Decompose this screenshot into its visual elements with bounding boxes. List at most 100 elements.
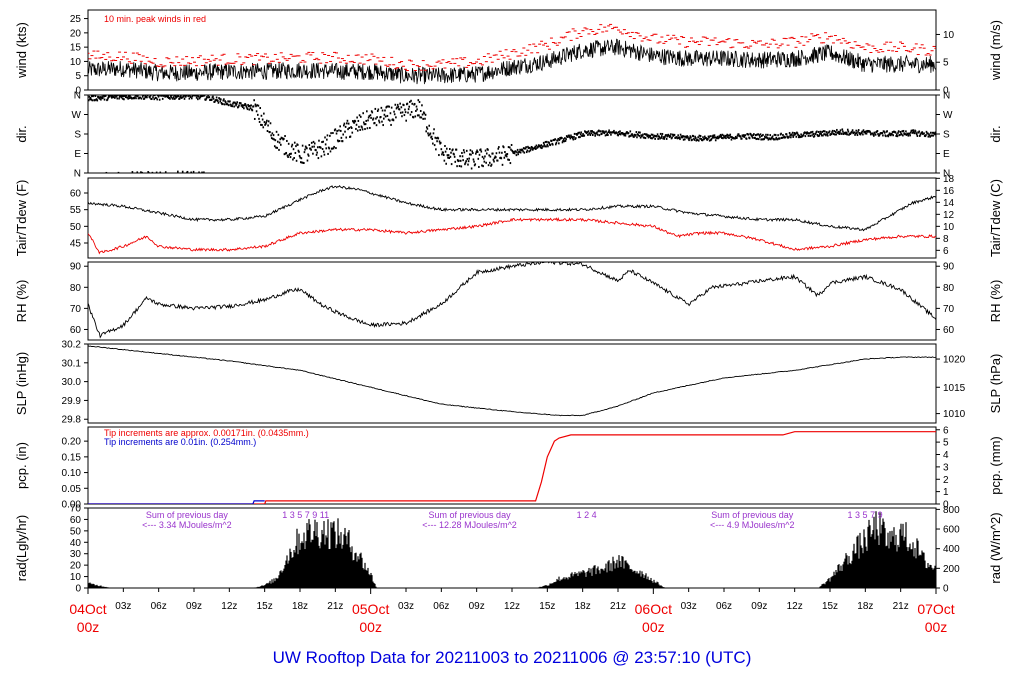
direction-point	[905, 133, 908, 136]
direction-point	[419, 116, 421, 119]
direction-point	[191, 95, 194, 98]
direction-point	[185, 95, 188, 97]
direction-point	[816, 130, 818, 133]
direction-point	[386, 114, 389, 117]
y-tick-label-right: 60	[943, 325, 955, 336]
direction-point	[442, 151, 444, 154]
direction-point	[447, 154, 450, 157]
direction-point	[802, 134, 804, 137]
direction-point	[243, 107, 245, 110]
direction-point	[619, 130, 621, 133]
direction-point	[151, 171, 154, 173]
direction-point	[911, 131, 914, 134]
direction-point	[351, 131, 354, 134]
direction-point	[710, 138, 713, 141]
direction-point	[925, 130, 928, 133]
direction-point	[250, 104, 252, 107]
direction-point	[821, 130, 824, 133]
direction-point	[659, 137, 661, 140]
direction-point	[573, 132, 576, 135]
direction-point	[627, 132, 630, 135]
direction-point	[897, 130, 900, 133]
direction-point	[393, 110, 395, 113]
direction-point	[465, 149, 468, 152]
direction-point	[364, 128, 366, 131]
direction-point	[461, 151, 463, 154]
direction-point	[141, 171, 143, 173]
direction-point	[707, 137, 709, 140]
direction-point	[705, 136, 707, 139]
panel-frame-rh	[87, 261, 937, 341]
direction-point	[530, 148, 532, 151]
direction-point	[513, 152, 516, 155]
direction-point	[307, 153, 309, 156]
direction-point	[873, 131, 876, 134]
direction-point	[740, 137, 743, 140]
direction-point	[667, 133, 670, 136]
precip-coarse-series	[88, 500, 265, 504]
direction-point	[932, 134, 934, 137]
direction-point	[661, 132, 664, 135]
y-tick-label-right: 0	[943, 500, 949, 511]
direction-point	[822, 134, 824, 137]
direction-point	[516, 148, 519, 151]
direction-point	[699, 137, 701, 140]
direction-point	[767, 133, 769, 136]
direction-point	[163, 95, 166, 97]
direction-point	[495, 156, 497, 159]
direction-point	[206, 96, 209, 99]
direction-point	[410, 111, 413, 114]
direction-point	[324, 143, 327, 146]
direction-point	[333, 145, 335, 148]
direction-point	[470, 153, 472, 156]
direction-point	[307, 154, 310, 157]
direction-point	[257, 104, 260, 107]
direction-point	[99, 96, 102, 99]
time-tick-label: 09z	[186, 601, 202, 612]
y-tick-label-right: N	[943, 91, 950, 102]
direction-point	[493, 157, 496, 160]
y-tick-label-left: 0.05	[62, 484, 82, 495]
direction-point	[837, 131, 839, 134]
direction-point	[358, 125, 360, 128]
direction-point	[708, 136, 710, 139]
direction-point	[104, 95, 107, 97]
direction-point	[558, 142, 560, 145]
time-tick-label: 12z	[787, 601, 803, 612]
direction-point	[720, 136, 723, 139]
direction-point	[464, 163, 466, 166]
direction-point	[152, 96, 154, 99]
direction-point	[487, 148, 489, 151]
direction-point	[278, 141, 281, 144]
direction-point	[135, 95, 138, 97]
direction-point	[748, 137, 751, 140]
direction-point	[365, 119, 368, 122]
direction-point	[158, 95, 160, 97]
direction-point	[507, 146, 510, 149]
direction-point	[315, 149, 317, 152]
direction-point	[487, 164, 490, 167]
direction-point	[418, 101, 421, 104]
direction-point	[476, 149, 478, 152]
direction-point	[767, 138, 770, 141]
direction-point	[319, 146, 322, 149]
direction-point	[709, 135, 712, 138]
direction-point	[612, 131, 615, 134]
direction-point	[207, 95, 209, 97]
direction-point	[805, 132, 808, 135]
direction-point	[323, 153, 326, 156]
direction-point	[188, 97, 191, 100]
direction-point	[167, 95, 169, 98]
direction-point	[373, 121, 376, 124]
direction-point	[498, 151, 501, 154]
direction-point	[453, 153, 455, 156]
y-tick-label-left: 80	[70, 283, 82, 294]
direction-point	[220, 101, 223, 104]
direction-point	[726, 133, 729, 136]
direction-point	[574, 137, 577, 140]
direction-point	[195, 96, 198, 99]
direction-point	[438, 154, 440, 157]
direction-point	[464, 161, 467, 164]
y-axis-label-left-temperature: Tair/Tdew (F)	[14, 180, 29, 257]
direction-point	[409, 113, 412, 116]
